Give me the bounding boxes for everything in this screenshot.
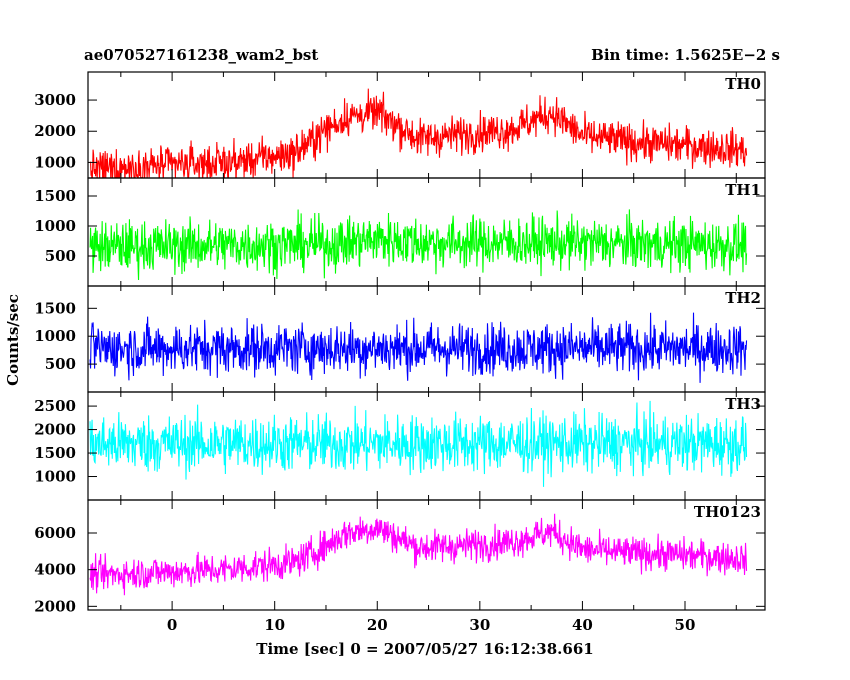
y-tick-label: 1000: [34, 217, 76, 235]
y-tick-label: 2000: [34, 597, 76, 615]
x-axis-label: Time [sec] 0 = 2007/05/27 16:12:38.661: [256, 640, 593, 658]
panel-label-th2: TH2: [725, 289, 761, 307]
y-axis-label: Counts/sec: [4, 294, 22, 386]
y-tick-label: 1000: [34, 468, 76, 486]
y-tick-label: 1500: [34, 187, 76, 205]
panel-th2: 500 1000 1500 TH2: [34, 285, 766, 393]
y-tick-label: 2000: [34, 421, 76, 439]
chart-title-right: Bin time: 1.5625E−2 s: [591, 46, 780, 64]
y-tick-label: 4000: [34, 561, 76, 579]
series-line-th1: [89, 209, 748, 280]
panel-label-th0: TH0: [725, 75, 761, 93]
panel-label-th1: TH1: [725, 181, 761, 199]
panel-th1: 500 1000 1500 TH1: [34, 177, 766, 287]
y-tick-label: 3000: [34, 91, 76, 109]
y-tick-label: 1500: [34, 444, 76, 462]
chart-title-left: ae070527161238_wam2_bst: [84, 46, 318, 64]
x-tick-label: 10: [264, 616, 285, 634]
panel-label-th3: TH3: [725, 395, 761, 413]
y-tick-label: 500: [45, 247, 76, 265]
y-tick-label: 1000: [34, 153, 76, 171]
series-line-th0: [89, 88, 748, 178]
x-tick-label: 40: [572, 616, 593, 634]
y-tick-label: 1000: [34, 327, 76, 345]
y-tick-label: 2500: [34, 397, 76, 415]
y-tick-label: 2000: [34, 122, 76, 140]
y-tick-label: 1500: [34, 299, 76, 317]
x-tick-label: 50: [675, 616, 696, 634]
series-line-th3: [89, 400, 748, 487]
series-line-th2: [89, 312, 748, 383]
panel-frame: [87, 499, 766, 611]
x-tick-label: 30: [469, 616, 490, 634]
panel-th3: 1000 1500 2000 2500 TH3: [34, 391, 766, 501]
series-line-th0123: [89, 513, 748, 596]
y-tick-label: 500: [45, 355, 76, 373]
panel-th0: 1000 2000 3000 TH0: [34, 71, 766, 179]
x-tick-label: 20: [367, 616, 388, 634]
y-tick-label: 6000: [34, 524, 76, 542]
panel-label-th0123: TH0123: [694, 503, 761, 521]
panel-th0123: 2000 4000 6000 TH0123: [34, 499, 766, 615]
x-tick-label: 0: [167, 616, 177, 634]
